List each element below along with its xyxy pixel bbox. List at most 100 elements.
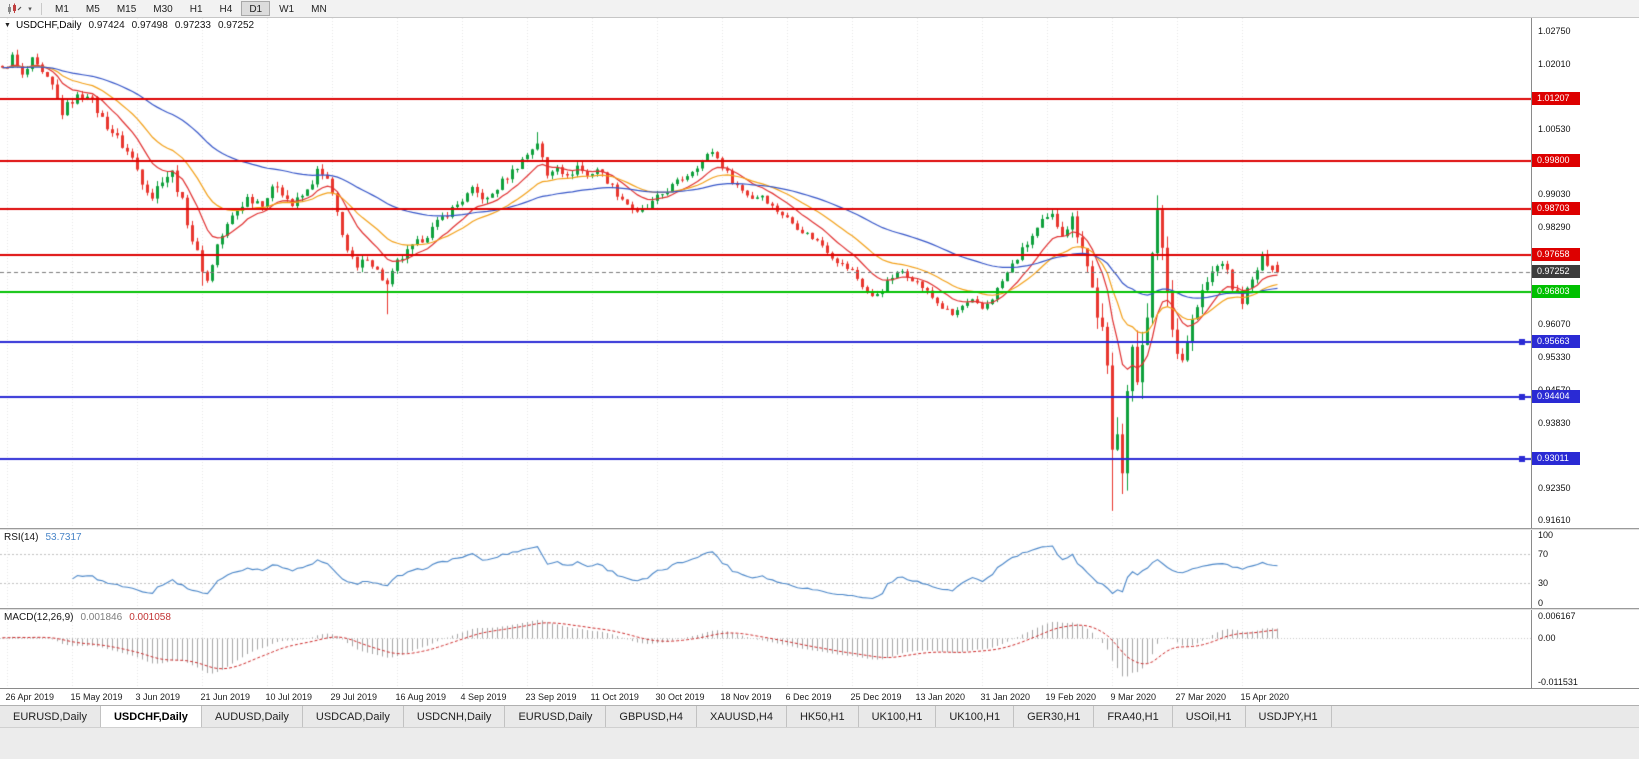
rsi-label: RSI(14): [4, 532, 39, 543]
chart-tab-uk100-h1[interactable]: UK100,H1: [936, 706, 1015, 727]
timeframe-button-h4[interactable]: H4: [219, 4, 233, 15]
x-axis-label: 6 Dec 2019: [785, 692, 832, 702]
macd-signal-value: 0.001058: [129, 612, 171, 623]
chart-tab-usdcnh-daily[interactable]: USDCNH,Daily: [403, 706, 506, 727]
x-axis-label: 27 Mar 2020: [1175, 692, 1227, 702]
chart-tab-usdjpy-h1[interactable]: USDJPY,H1: [1245, 706, 1332, 727]
price-level-badge: 0.94404: [1532, 390, 1580, 404]
timeframe-button-m5[interactable]: M5: [85, 4, 100, 15]
macd-pane-header: MACD(12,26,9) 0.001846 0.001058: [4, 612, 171, 623]
y-axis-tick: 0.93830: [1538, 417, 1571, 428]
rsi-pane-header: RSI(14) 53.7317: [4, 532, 82, 543]
macd-axis-label: 0.006167: [1538, 611, 1576, 621]
rsi-axis-label: 30: [1538, 577, 1549, 588]
chart-menu-icon[interactable]: ▼: [4, 22, 11, 29]
chart-tab-usdcad-daily[interactable]: USDCAD,Daily: [302, 706, 404, 727]
toolbar-separator: [41, 2, 42, 15]
quote-close: 0.97252: [217, 20, 255, 31]
rsi-axis-label: 70: [1538, 549, 1549, 560]
chart-tab-hk50-h1[interactable]: HK50,H1: [786, 706, 859, 727]
chart-tab-audusd-daily[interactable]: AUDUSD,Daily: [201, 706, 303, 727]
y-axis-tick: 0.99030: [1538, 189, 1571, 200]
timeframe-button-m15[interactable]: M15: [116, 4, 137, 15]
y-axis-tick: 0.96070: [1538, 319, 1571, 330]
price-level-badge: 0.96803: [1532, 285, 1580, 299]
timeframe-toolbar: ▾ M1 M5 M15 M30 H1 H4 D1 W1 MN: [0, 0, 1639, 18]
quote-open: 0.97424: [88, 20, 125, 31]
x-axis-label: 26 Apr 2019: [5, 692, 55, 702]
time-axis[interactable]: 26 Apr 2019 15 May 2019 3 Jun 2019 21 Jun 2…: [0, 688, 1639, 705]
x-axis-label: 9 Mar 2020: [1110, 692, 1157, 702]
x-axis-label: 13 Jan 2020: [915, 692, 966, 702]
price-level-badge: 1.01207: [1532, 91, 1580, 105]
pane-splitter[interactable]: [0, 608, 1639, 610]
x-axis-label: 23 Sep 2019: [525, 692, 577, 702]
rsi-pane[interactable]: RSI(14) 53.7317: [0, 530, 1531, 608]
timeframe-button-mn[interactable]: MN: [311, 4, 327, 15]
chart-tool-icon[interactable]: [4, 1, 24, 16]
x-axis-label: 29 Jul 2019: [330, 692, 378, 702]
quote-low: 0.97233: [174, 20, 211, 31]
y-axis-tick: 0.94570: [1538, 385, 1571, 395]
macd-value: 0.001846: [80, 612, 123, 623]
chart-tab-fra40-h1[interactable]: FRA40,H1: [1094, 706, 1173, 727]
price-pane[interactable]: ▼ USDCHF,Daily 0.97424 0.97498 0.97233 0…: [0, 18, 1531, 528]
timeframe-button-m30[interactable]: M30: [153, 4, 173, 15]
rsi-value: 53.7317: [45, 532, 82, 543]
chart-tab-usoil-h1[interactable]: USOil,H1: [1172, 706, 1246, 727]
chart-tab-usdchf-daily[interactable]: USDCHF,Daily: [100, 706, 202, 727]
current-price-badge: 0.97252: [1532, 265, 1580, 279]
timeframe-button-m1[interactable]: M1: [55, 4, 69, 15]
macd-pane[interactable]: MACD(12,26,9) 0.001846 0.001058: [0, 610, 1531, 688]
price-level-badge: 0.93011: [1532, 451, 1580, 465]
price-level-badge: 0.95663: [1532, 335, 1580, 349]
y-axis-tick: 1.00530: [1538, 123, 1571, 134]
x-axis-label: 19 Feb 2020: [1045, 692, 1097, 702]
macd-label: MACD(12,26,9): [4, 612, 74, 623]
chart-tab-ger30-h1[interactable]: GER30,H1: [1014, 706, 1095, 727]
y-axis-tick: 0.92350: [1538, 482, 1571, 493]
y-axis-tick: 0.91610: [1538, 515, 1571, 526]
y-axis-tick: 0.95330: [1538, 351, 1571, 362]
macd-canvas[interactable]: [0, 610, 1531, 688]
chart-dropdown-caret-icon[interactable]: ▾: [28, 5, 32, 13]
price-level-badge: 0.98703: [1532, 201, 1580, 215]
timeframe-button-w1[interactable]: W1: [279, 4, 295, 15]
x-axis-label: 15 May 2019: [70, 692, 123, 702]
price-chart-canvas[interactable]: [0, 18, 1531, 528]
y-axis-tick: 0.98290: [1538, 221, 1571, 232]
status-bar: [0, 727, 1639, 759]
quote-high: 0.97498: [131, 20, 168, 31]
chart-tab-eurusd-daily[interactable]: EURUSD,Daily: [0, 706, 101, 727]
x-axis-label: 4 Sep 2019: [460, 692, 507, 702]
x-axis-label: 18 Nov 2019: [720, 692, 772, 702]
macd-axis-label: 0.00: [1538, 632, 1556, 643]
x-axis-label: 15 Apr 2020: [1240, 692, 1290, 702]
chart-tab-eurusd-daily[interactable]: EURUSD,Daily: [505, 706, 607, 727]
chart-symbol-label: USDCHF,Daily: [15, 20, 82, 31]
price-level-badge: 0.97658: [1532, 247, 1580, 261]
price-pane-header: ▼ USDCHF,Daily 0.97424 0.97498 0.97233 0…: [4, 20, 254, 31]
pane-splitter[interactable]: [0, 528, 1639, 530]
price-axis[interactable]: 1.02750 1.02010 1.00530 0.99030 0.98290 0.960…: [1531, 18, 1639, 688]
x-axis-label: 11 Oct 2019: [590, 692, 639, 702]
x-axis-label: 21 Jun 2019: [200, 692, 251, 702]
chart-tab-uk100-h1[interactable]: UK100,H1: [858, 706, 937, 727]
x-axis-label: 10 Jul 2019: [265, 692, 313, 702]
x-axis-label: 16 Aug 2019: [395, 692, 447, 702]
price-level-badge: 0.99800: [1532, 153, 1580, 167]
x-axis-label: 3 Jun 2019: [135, 692, 181, 702]
chart-tab-xauusd-h4[interactable]: XAUUSD,H4: [696, 706, 787, 727]
chart-tab-gbpusd-h4[interactable]: GBPUSD,H4: [606, 706, 697, 727]
rsi-axis-label: 0: [1538, 598, 1544, 608]
timeframe-button-d1[interactable]: D1: [241, 1, 271, 16]
x-axis-label: 25 Dec 2019: [850, 692, 902, 702]
macd-axis-label: -0.011531: [1538, 677, 1578, 687]
rsi-axis-label: 100: [1538, 530, 1554, 540]
timeframe-button-h1[interactable]: H1: [189, 4, 203, 15]
y-axis-tick: 1.02750: [1538, 26, 1571, 37]
chart-tab-bar: EURUSD,Daily USDCHF,Daily AUDUSD,Daily USDC…: [0, 705, 1639, 727]
rsi-canvas[interactable]: [0, 530, 1531, 608]
x-axis-label: 30 Oct 2019: [655, 692, 705, 702]
